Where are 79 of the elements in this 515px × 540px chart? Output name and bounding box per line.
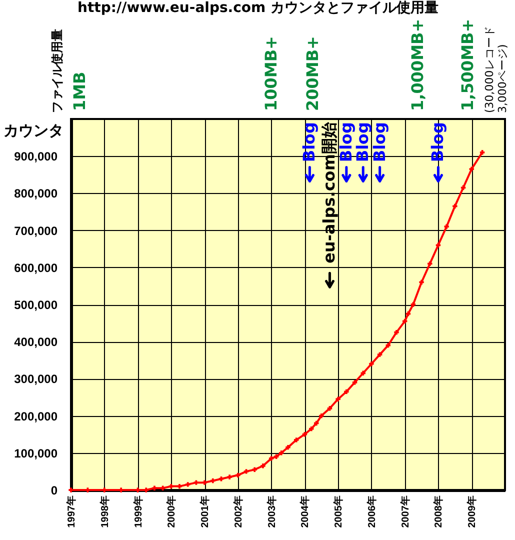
point — [480, 150, 485, 155]
text: 1,500MB+ — [458, 18, 477, 111]
text: 1MB — [70, 72, 89, 111]
y-tick-label: 600,000 — [14, 260, 58, 275]
x-tick-label: 1998年 — [98, 496, 111, 528]
x-tick-label: 2006年 — [366, 496, 378, 528]
point — [327, 406, 332, 411]
x-tick-label: 1997年 — [66, 496, 78, 528]
point — [286, 444, 290, 450]
x-tick-label: 1999年 — [132, 496, 144, 528]
y-axis-title: カウンタ — [4, 122, 64, 140]
point — [260, 464, 266, 468]
point — [319, 413, 324, 418]
ref-line-label: Blog — [300, 122, 319, 162]
x-tick-label: 2007年 — [399, 496, 412, 528]
point — [369, 362, 374, 366]
point — [452, 204, 458, 209]
point — [309, 426, 314, 432]
x-tick-label: 2005年 — [332, 496, 345, 528]
y-tick-label: 300,000 — [14, 372, 58, 386]
point — [394, 330, 399, 335]
y-tick-label: 0 — [50, 484, 58, 498]
text: ファイル使用量 — [50, 29, 64, 113]
point — [314, 420, 319, 426]
point — [444, 224, 449, 229]
point — [278, 450, 284, 456]
point — [460, 185, 466, 190]
point — [244, 469, 249, 474]
x-tick-label: 2008年 — [432, 496, 445, 528]
point — [469, 166, 474, 172]
point — [352, 380, 358, 385]
point — [168, 484, 174, 489]
point — [410, 302, 416, 307]
point — [360, 370, 366, 376]
x-tick-label: 2001年 — [199, 496, 212, 528]
point — [236, 472, 240, 478]
text: (30,000レコード 3,000ページ) — [483, 26, 509, 113]
y-tick-label: 500,000 — [14, 298, 58, 312]
point — [419, 280, 424, 285]
y-tick-label: 100,000 — [14, 446, 58, 460]
x-tick-label: 2002年 — [232, 496, 244, 528]
point — [377, 352, 382, 357]
point — [252, 467, 257, 472]
y-tick-label: 700,000 — [14, 224, 58, 238]
point — [436, 242, 441, 248]
point — [186, 482, 190, 487]
y-tick-label: 800,000 — [14, 186, 58, 201]
point — [160, 486, 166, 490]
x-tick-label: 2000年 — [166, 496, 178, 528]
point — [428, 261, 432, 266]
point — [386, 342, 390, 348]
point — [268, 456, 274, 461]
point — [302, 432, 308, 437]
point — [210, 478, 216, 484]
point — [402, 318, 408, 324]
point — [218, 476, 224, 482]
y-tick-label: 900,000 — [14, 150, 58, 164]
x-tick-label: 2004年 — [299, 496, 312, 528]
x-tick-label: 2003年 — [266, 496, 278, 528]
point — [194, 480, 199, 485]
chart-title: http://www.eu-alps.com カウンタとファイル使用量 — [78, 0, 438, 16]
point — [227, 474, 232, 480]
point — [344, 389, 349, 394]
y-tick-label: 200,000 — [14, 409, 58, 424]
x-tick-label: 2009年 — [466, 496, 478, 528]
text: 1,000MB+ — [408, 18, 427, 111]
point — [152, 486, 157, 490]
point — [274, 454, 279, 459]
ref-line-label: Blog — [336, 122, 356, 162]
text: 200MB+ — [303, 36, 322, 111]
point — [406, 311, 411, 316]
point — [202, 480, 207, 485]
point — [177, 484, 182, 489]
text: 100MB+ — [262, 36, 280, 111]
ref-line-label: eu-alps.com開始 — [320, 121, 339, 264]
ref-line-label: Blog — [428, 122, 448, 162]
point — [294, 438, 299, 442]
point — [336, 396, 340, 402]
y-tick-label: 400,000 — [14, 335, 58, 350]
